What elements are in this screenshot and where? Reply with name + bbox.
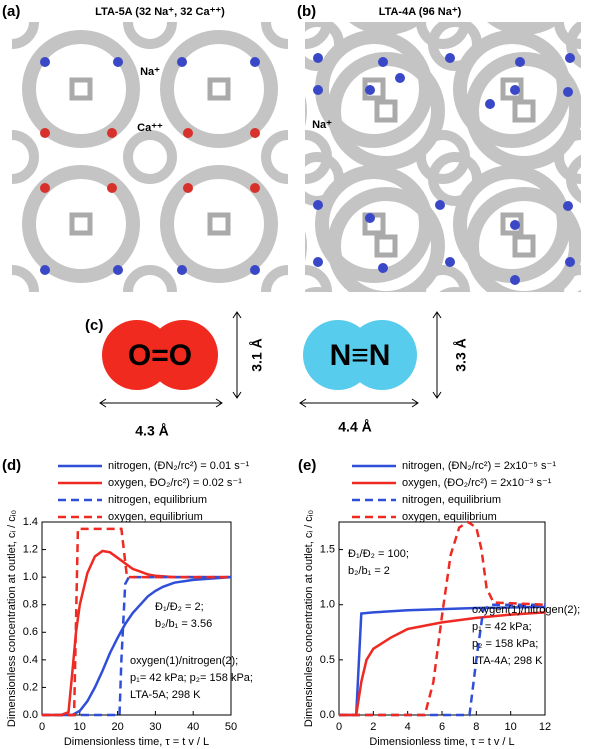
arrow-head (99, 398, 223, 408)
legend-label: nitrogen, (ĐN₂/rc²) = 0.01 s⁻¹ (108, 460, 250, 472)
annotation: Ca⁺⁺ (137, 122, 163, 134)
atom (148, 320, 218, 390)
plot-frame (41, 521, 232, 716)
dimension-label: 3.1 Å (249, 338, 265, 371)
legend-label: nitrogen, equilibrium (402, 494, 501, 506)
y-tick-label: 1.0 (23, 571, 38, 583)
x-tick-label: 12 (539, 721, 551, 733)
ca-ions (40, 128, 260, 193)
series-line (42, 549, 231, 717)
series-line (339, 603, 545, 717)
dimension-label: 4.3 Å (135, 423, 168, 439)
annotation: Đ₁/Đ₂ = 2; (155, 601, 204, 613)
x-tick-label: 50 (225, 721, 237, 733)
na-ions (40, 57, 260, 275)
y-tick-label: 0.0 (23, 709, 38, 721)
annotation: Na⁺ (140, 66, 160, 78)
legend-label: nitrogen, (ĐN₂/rc²) = 2x10⁻⁵ s⁻¹ (402, 460, 556, 472)
annotation: p₂ = 158 kPa; (472, 638, 538, 650)
annotation: b₂/b₁ = 3.56 (155, 618, 212, 630)
annotation: b₂/b₁ = 2 (348, 565, 390, 577)
x-tick-label: 0 (39, 721, 45, 733)
atom (347, 320, 417, 390)
molecule-formula: O=O (128, 339, 192, 372)
annotation: p₁ = 42 kPa; (472, 621, 532, 633)
x-tick-label: 10 (74, 721, 86, 733)
x-tick-label: 20 (111, 721, 123, 733)
x-tick-label: 10 (505, 721, 517, 733)
y-tick-label: 1.0 (320, 599, 335, 611)
annotation: oxygen(1)/nitrogen(2); (472, 604, 580, 616)
y-tick-label: 1.4 (23, 516, 38, 528)
x-tick-label: 30 (149, 721, 161, 733)
annotation: LTA-4A; 298 K (472, 655, 543, 667)
panel-c: (c) O=O 4.3 Å 3.1 Å N≡N 4.4 Å 3.3 Å (85, 311, 469, 439)
lattice-image (305, 22, 581, 292)
x-tick-label: 2 (370, 721, 376, 733)
y-tick-label: 0.4 (23, 654, 38, 666)
y-tick-label: 0.6 (23, 626, 38, 638)
annotation: oxygen(1)/nitrogen(2); (130, 655, 238, 667)
panel-title: LTA-4A (96 Na⁺) (379, 6, 462, 18)
y-axis-label: Dimensionless concentration at outlet, c… (303, 510, 315, 727)
lattice-image (12, 22, 288, 292)
y-tick-label: 0.8 (23, 599, 38, 611)
series-line (42, 527, 231, 717)
legend-label: nitrogen, equilibrium (108, 494, 207, 506)
dimension-label: 4.4 Å (338, 419, 371, 435)
y-tick-label: 1.2 (23, 543, 38, 555)
x-tick-label: 8 (473, 721, 479, 733)
y-tick-label: 0.5 (320, 654, 335, 666)
series-line (339, 611, 546, 717)
panel-title: LTA-5A (32 Na⁺, 32 Ca⁺⁺) (95, 6, 225, 18)
x-axis-label: Dimensionless time, τ = t v / L (369, 736, 514, 748)
legend-label: oxygen, ĐO₂/rc²) = 0.02 s⁻¹ (108, 477, 242, 489)
legend-label: oxygen, equilibrium (402, 511, 497, 523)
annotation: Đ₁/Đ₂ = 100; (348, 548, 409, 560)
panel-label: (b) (297, 3, 316, 20)
legend-label: oxygen, (ĐO₂/rc²) = 2x10⁻³ s⁻¹ (402, 477, 552, 489)
molecule-formula: N≡N (330, 339, 391, 372)
y-tick-label: 0.0 (320, 709, 335, 721)
annotation: LTA-5A; 298 K (130, 689, 201, 701)
arrow-head (299, 398, 419, 408)
y-axis-label: Dimensionless concentration at outlet, c… (6, 510, 18, 727)
panel-label: (e) (298, 457, 316, 474)
arrow-head (232, 311, 242, 399)
x-axis-label: Dimensionless time, τ = t v / L (64, 736, 209, 748)
na-ions (313, 53, 575, 285)
y-tick-label: 0.2 (23, 681, 38, 693)
series-line (42, 575, 232, 717)
y-tick-label: 1.5 (320, 543, 335, 555)
x-tick-label: 0 (336, 721, 342, 733)
panel-b: (b) LTA-4A (96 Na⁺) Na⁺ (297, 3, 581, 292)
dimension-label: 3.3 Å (453, 338, 469, 371)
arrow-head (432, 311, 442, 399)
panel-label: (c) (85, 317, 103, 334)
x-tick-label: 6 (439, 721, 445, 733)
panel-label: (a) (2, 3, 20, 20)
panel-a: (a) LTA-5A (32 Na⁺, 32 Ca⁺⁺) Na⁺ Ca⁺⁺ (2, 3, 288, 292)
x-tick-label: 4 (405, 721, 411, 733)
legend-label: oxygen, equilibrium (108, 511, 203, 523)
annotation: p₁= 42 kPa; p₂= 158 kPa; (130, 672, 253, 684)
x-tick-label: 40 (187, 721, 199, 733)
series-line (42, 575, 231, 717)
annotation: Na⁺ (312, 119, 332, 131)
panel-label: (d) (2, 457, 21, 474)
